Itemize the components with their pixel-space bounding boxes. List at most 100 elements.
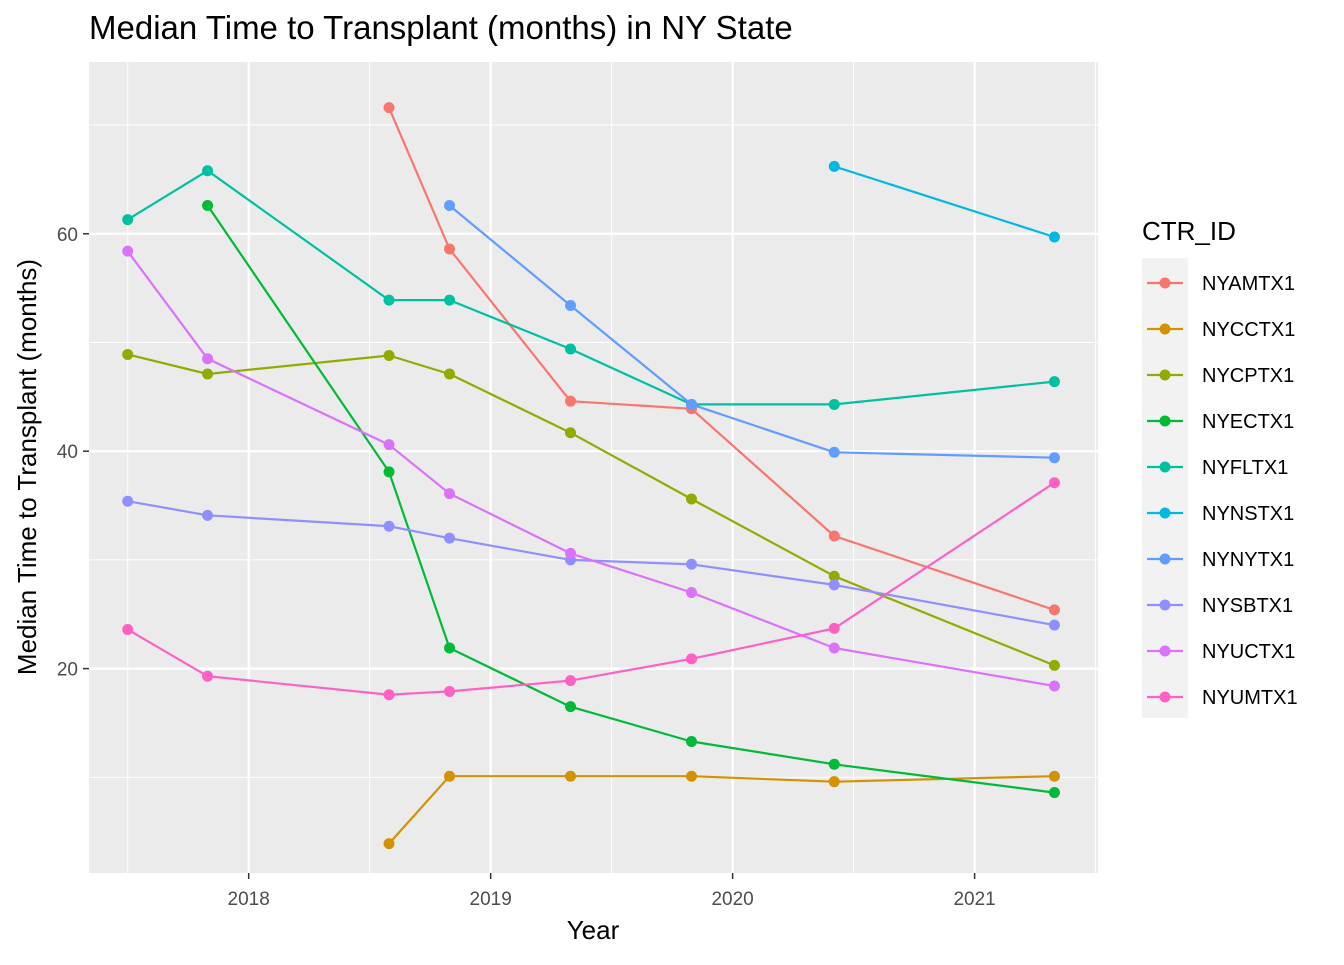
legend-key-point-nysbtx1 [1159, 599, 1171, 611]
data-point-nyuctx1 [202, 353, 214, 365]
legend-label-nyuctx1: NYUCTX1 [1202, 641, 1295, 663]
legend-key-point-nycctx1 [1159, 323, 1171, 335]
legend-key-point-nyfltx1 [1159, 461, 1171, 473]
data-point-nycctx1 [565, 770, 577, 782]
data-point-nyuctx1 [1048, 680, 1060, 692]
data-point-nyamtx1 [828, 530, 840, 542]
data-point-nyectx1 [685, 735, 697, 747]
legend-key-point-nyectx1 [1159, 415, 1171, 427]
legend-key-point-nyamtx1 [1159, 277, 1171, 289]
data-point-nyamtx1 [444, 243, 456, 255]
data-point-nyuctx1 [565, 547, 577, 559]
series-nynstx1 [828, 160, 1060, 243]
legend-label-nycctx1: NYCCTX1 [1202, 319, 1295, 341]
legend-label-nysbtx1: NYSBTX1 [1202, 595, 1293, 617]
data-point-nyuctx1 [383, 439, 395, 451]
series-line-nyamtx1 [387, 107, 1055, 611]
x-tick-label: 2019 [470, 889, 512, 910]
y-tick-label: 20 [57, 660, 78, 681]
x-tick-label: 2018 [228, 889, 270, 910]
series-line-nycctx1 [388, 775, 1055, 845]
data-point-nynytx1 [828, 446, 840, 458]
data-point-nycptx1 [565, 427, 577, 439]
data-point-nysbtx1 [444, 532, 456, 544]
series-line-nyuctx1 [126, 250, 1055, 688]
data-point-nyectx1 [565, 701, 577, 713]
data-point-nyuctx1 [444, 488, 456, 500]
y-axis-title: Median Time to Transplant (months) [12, 259, 42, 675]
data-point-nyfltx1 [565, 343, 577, 355]
x-tick-label: 2020 [711, 889, 753, 910]
data-point-nyuctx1 [122, 245, 134, 257]
data-point-nyumtx1 [444, 685, 456, 697]
data-point-nysbtx1 [685, 558, 697, 570]
data-point-nynytx1 [444, 200, 456, 212]
data-point-nyuctx1 [828, 642, 840, 654]
plot-panel [89, 62, 1098, 873]
data-point-nycptx1 [122, 348, 134, 360]
legend-key-point-nynstx1 [1159, 507, 1171, 519]
data-point-nyectx1 [202, 200, 214, 212]
data-point-nyectx1 [828, 758, 840, 770]
legend-key-point-nyumtx1 [1159, 691, 1171, 703]
series-nyuctx1 [122, 245, 1060, 692]
series-line-nyumtx1 [127, 481, 1056, 696]
data-point-nycptx1 [444, 368, 456, 380]
data-point-nycptx1 [1048, 659, 1060, 671]
data-point-nyfltx1 [202, 165, 214, 177]
data-point-nyumtx1 [1048, 477, 1060, 489]
data-point-nyumtx1 [122, 623, 134, 635]
data-point-nycctx1 [444, 770, 456, 782]
data-point-nysbtx1 [202, 509, 214, 521]
data-point-nysbtx1 [122, 495, 134, 507]
legend-key-point-nycptx1 [1159, 369, 1171, 381]
data-point-nyamtx1 [565, 395, 577, 407]
series-line-nysbtx1 [127, 500, 1055, 627]
series-line-nycptx1 [127, 353, 1055, 667]
legend: CTR_ID NYAMTX1 NYCCTX1 NYCPTX1 NYECTX1 NYFLT… [1142, 216, 1298, 718]
series-nycctx1 [383, 770, 1060, 850]
data-point-nyectx1 [444, 642, 456, 654]
series-nysbtx1 [122, 495, 1060, 631]
data-point-nysbtx1 [828, 579, 840, 591]
legend-label-nyamtx1: NYAMTX1 [1202, 273, 1295, 295]
data-point-nyectx1 [383, 466, 395, 478]
y-tick-label: 40 [57, 442, 78, 463]
data-point-nynstx1 [1048, 231, 1060, 243]
data-point-nynytx1 [565, 300, 577, 312]
data-point-nycptx1 [202, 368, 214, 380]
data-point-nycctx1 [685, 770, 697, 782]
legend-key-point-nyuctx1 [1159, 645, 1171, 657]
series-layer [122, 102, 1060, 850]
data-point-nycptx1 [828, 570, 840, 582]
chart-title: Median Time to Transplant (months) in NY… [89, 9, 793, 46]
data-point-nycctx1 [828, 776, 840, 788]
legend-label-nynstx1: NYNSTX1 [1202, 503, 1294, 525]
legend-label-nyectx1: NYECTX1 [1202, 411, 1294, 433]
data-point-nycptx1 [383, 350, 395, 362]
y-tick-label: 60 [57, 225, 78, 246]
data-point-nyamtx1 [1048, 604, 1060, 616]
data-point-nyamtx1 [383, 102, 395, 114]
data-point-nynstx1 [828, 160, 840, 172]
data-point-nyfltx1 [828, 398, 840, 410]
data-point-nyumtx1 [828, 622, 840, 634]
data-point-nyumtx1 [383, 689, 395, 701]
data-point-nyfltx1 [1048, 376, 1060, 388]
x-axis-title: Year [567, 915, 620, 945]
data-point-nyfltx1 [383, 294, 395, 306]
data-point-nynytx1 [685, 398, 697, 410]
series-nyumtx1 [122, 477, 1060, 701]
data-point-nynytx1 [1048, 452, 1060, 464]
legend-label-nynytx1: NYNYTX1 [1202, 549, 1294, 571]
legend-label-nyfltx1: NYFLTX1 [1202, 457, 1288, 479]
legend-title: CTR_ID [1142, 216, 1236, 246]
data-point-nyectx1 [1048, 787, 1060, 799]
data-point-nyuctx1 [685, 587, 697, 599]
data-point-nycctx1 [383, 838, 395, 850]
data-point-nyumtx1 [565, 675, 577, 687]
data-point-nyumtx1 [685, 653, 697, 665]
data-point-nysbtx1 [1048, 619, 1060, 631]
data-point-nysbtx1 [383, 520, 395, 532]
